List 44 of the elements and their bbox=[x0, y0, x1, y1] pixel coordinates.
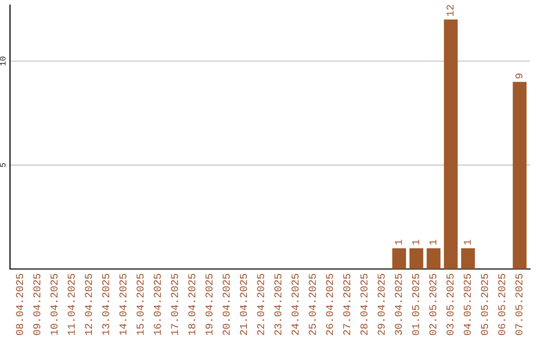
x-tick-label: 18.04.2025 bbox=[188, 274, 196, 335]
x-tick-label: 16.04.2025 bbox=[154, 274, 161, 335]
x-tick-label: 17.04.2025 bbox=[171, 274, 178, 335]
x-tick-label: 09.04.2025 bbox=[33, 274, 40, 336]
x-tick-label: 07.05.2025 bbox=[515, 274, 522, 336]
data-label: 1 bbox=[429, 240, 436, 245]
x-tick-label: 25.04.2025 bbox=[308, 274, 316, 335]
bar bbox=[409, 248, 424, 269]
x-tick-label: 13.04.2025 bbox=[102, 274, 110, 335]
x-tick-label: 28.04.2025 bbox=[360, 274, 368, 335]
x-tick-label: 20.04.2025 bbox=[222, 274, 230, 335]
bar bbox=[512, 82, 527, 269]
x-tick-label: 04.05.2025 bbox=[464, 274, 471, 336]
x-tick-label: 05.05.2025 bbox=[480, 274, 488, 336]
bar bbox=[461, 248, 475, 269]
x-tick-label: 08.04.2025 bbox=[16, 274, 24, 336]
x-tick-label: 01.05.2025 bbox=[412, 274, 420, 336]
x-tick-label: 06.05.2025 bbox=[498, 274, 506, 336]
x-tick-label: 10.04.2025 bbox=[50, 274, 58, 335]
data-label: 1 bbox=[394, 240, 402, 245]
x-tick-label: 23.04.2025 bbox=[274, 274, 282, 335]
data-label: 1 bbox=[412, 240, 420, 245]
data-label: 1 bbox=[464, 240, 471, 245]
x-tick-label: 22.04.2025 bbox=[257, 274, 264, 335]
x-tick-label: 21.04.2025 bbox=[240, 274, 247, 335]
data-label: 12 bbox=[446, 5, 454, 16]
x-tick-label: 26.04.2025 bbox=[326, 274, 334, 335]
y-tick-label: 5 bbox=[0, 163, 6, 168]
bar bbox=[392, 248, 406, 269]
bar bbox=[444, 20, 458, 269]
x-tick-label: 02.05.2025 bbox=[429, 274, 436, 336]
x-tick-label: 29.04.2025 bbox=[378, 274, 385, 335]
x-tick-label: 03.05.2025 bbox=[446, 274, 454, 336]
data-label: 9 bbox=[515, 74, 522, 78]
x-tick-label: 14.04.2025 bbox=[119, 274, 126, 335]
x-tick-label: 19.04.2025 bbox=[205, 274, 213, 335]
x-tick-label: 12.04.2025 bbox=[84, 274, 92, 335]
x-tick-label: 11.04.2025 bbox=[68, 274, 75, 335]
x-tick-label: 24.04.2025 bbox=[292, 274, 299, 335]
x-tick-label: 27.04.2025 bbox=[343, 274, 350, 335]
x-tick-label: 15.04.2025 bbox=[136, 274, 144, 335]
bar bbox=[426, 248, 440, 269]
x-tick-label: 30.04.2025 bbox=[394, 274, 402, 336]
y-tick-label: 10 bbox=[0, 56, 6, 66]
